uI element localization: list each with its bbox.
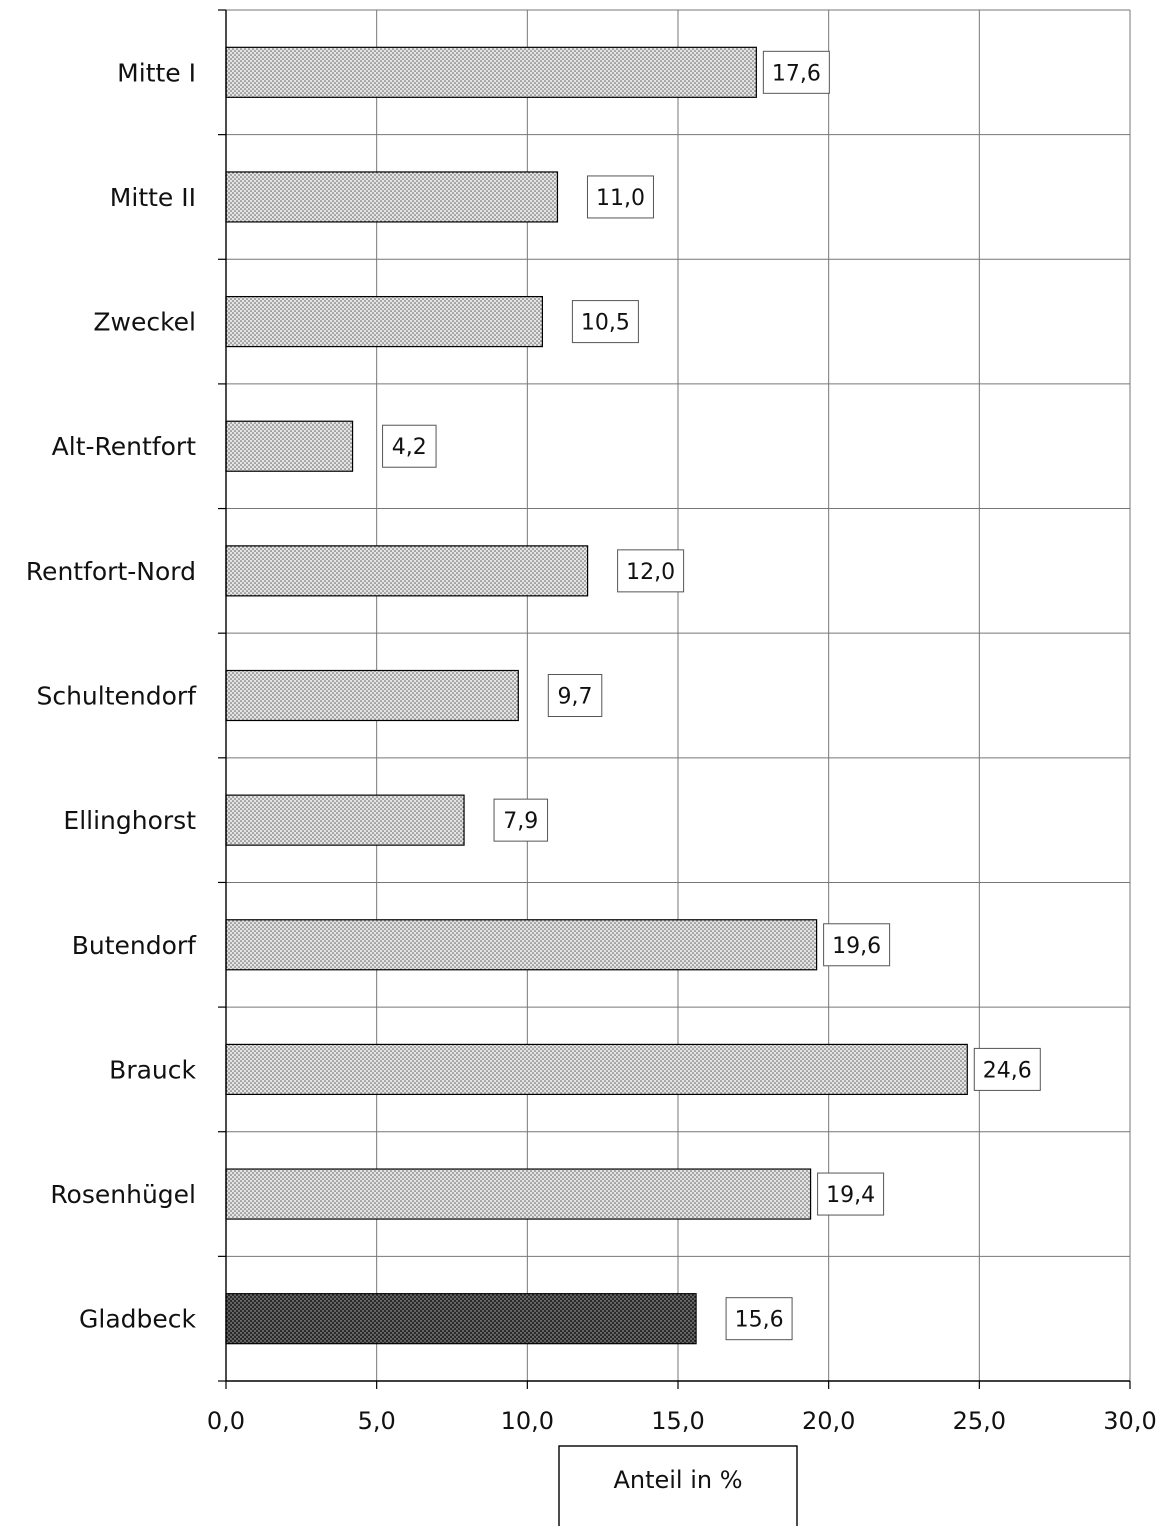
category-label: Mitte I — [117, 58, 196, 87]
value-labels: Mitte I 17,6 Mitte II 11,0 Zweckel 10,5 Alt-Re… — [26, 50, 1041, 1341]
category-label: Brauck — [109, 1055, 196, 1084]
category-label: Schultendorf — [36, 682, 197, 711]
data-label-box — [547, 674, 603, 717]
data-label: 4,2 — [392, 435, 427, 460]
data-label-box — [382, 424, 437, 468]
bar — [225, 919, 818, 971]
bar — [225, 1168, 812, 1220]
data-label: 11,0 — [596, 186, 645, 211]
bar — [225, 669, 519, 722]
data-label-box — [571, 300, 639, 344]
bar — [225, 295, 543, 348]
bar — [225, 171, 559, 223]
bar — [225, 1043, 968, 1096]
data-label-box — [817, 1172, 885, 1216]
grid-lines — [225, 9, 1131, 1381]
category-label: Rosenhügel — [50, 1180, 196, 1209]
bars — [225, 46, 968, 1345]
bar-highlight — [225, 1293, 697, 1345]
bar — [225, 46, 757, 98]
category-label: Gladbeck — [79, 1305, 197, 1334]
category-label: Alt-Rentfort — [52, 432, 197, 461]
data-label: 19,4 — [826, 1183, 875, 1208]
category-label: Ellinghorst — [63, 806, 196, 835]
x-tick-label: 15,0 — [651, 1407, 704, 1435]
data-label: 9,7 — [558, 685, 593, 710]
data-label-box — [586, 175, 654, 219]
data-label-box — [973, 1047, 1041, 1091]
axes: 0,0 5,0 10,0 15,0 20,0 25,0 30,0 Anteil in % — [207, 9, 1157, 1530]
x-axis-title-box — [558, 1445, 798, 1530]
data-label: 10,5 — [581, 311, 630, 336]
data-label-box — [493, 798, 549, 842]
data-label: 12,0 — [626, 560, 675, 585]
bar — [225, 794, 465, 846]
data-label: 15,6 — [735, 1308, 784, 1333]
x-tick-label: 25,0 — [953, 1407, 1006, 1435]
bar — [225, 420, 354, 472]
data-label: 24,6 — [983, 1058, 1032, 1083]
x-axis-title: Anteil in % — [613, 1466, 742, 1494]
data-label: 19,6 — [832, 934, 881, 959]
data-label: 7,9 — [503, 809, 538, 834]
category-label: Rentfort-Nord — [26, 557, 196, 586]
data-label-box — [617, 549, 685, 593]
category-label: Butendorf — [72, 931, 197, 960]
x-tick-label: 30,0 — [1103, 1407, 1156, 1435]
data-label-box — [823, 923, 891, 967]
data-label-box — [725, 1297, 793, 1341]
category-label: Mitte II — [110, 183, 196, 212]
x-tick-label: 0,0 — [207, 1407, 245, 1435]
x-tick-label: 10,0 — [501, 1407, 554, 1435]
x-tick-label: 20,0 — [802, 1407, 855, 1435]
bar — [225, 545, 589, 597]
data-label: 17,6 — [772, 61, 821, 86]
x-tick-label: 5,0 — [358, 1407, 396, 1435]
data-label-box — [762, 50, 830, 94]
category-label: Zweckel — [93, 308, 196, 337]
